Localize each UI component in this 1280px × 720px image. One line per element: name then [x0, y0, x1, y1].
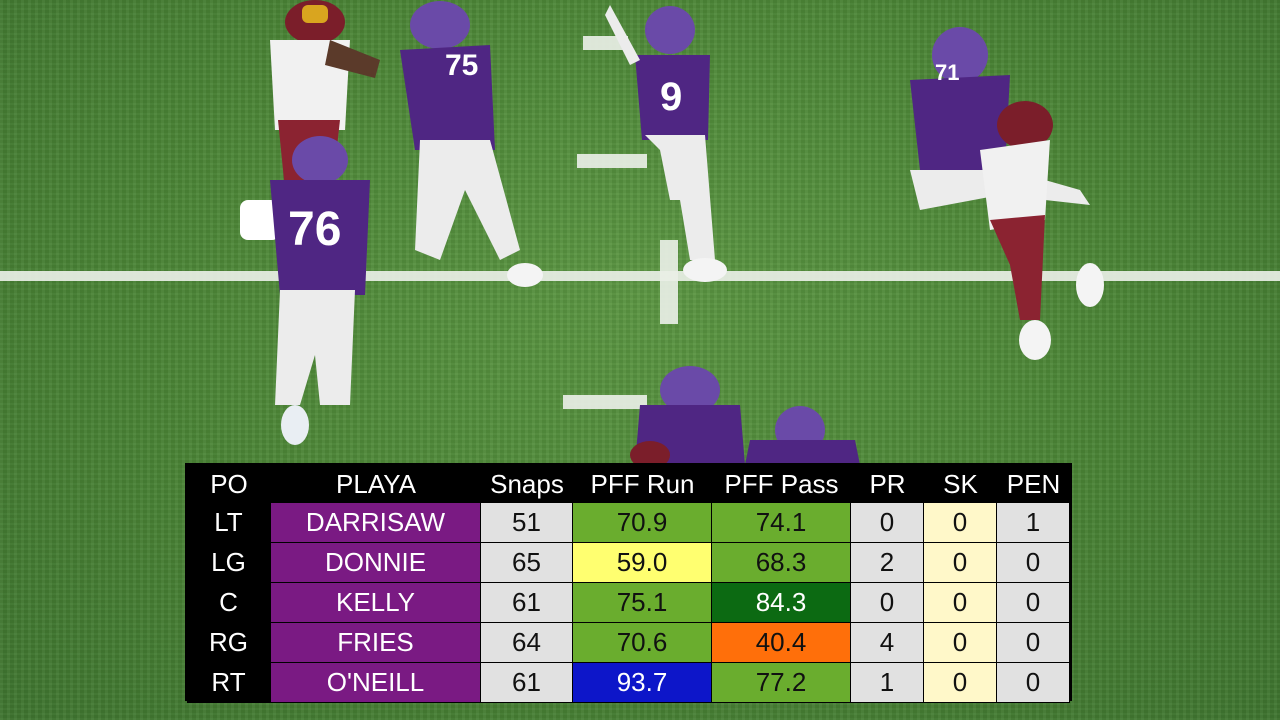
table-row: LT DARRISAW 51 70.9 74.1 0 0 1 — [187, 503, 1070, 543]
cell-position: LG — [187, 543, 271, 583]
jersey-number-9: 9 — [660, 75, 682, 119]
hash-mark — [660, 240, 678, 324]
cell-pressures: 4 — [851, 623, 924, 663]
table-row: C KELLY 61 75.1 84.3 0 0 0 — [187, 583, 1070, 623]
cell-player-name: O'NEILL — [271, 663, 481, 703]
cell-pff-pass: 84.3 — [712, 583, 851, 623]
vikings-player-75: 75 — [400, 1, 543, 287]
cell-position: LT — [187, 503, 271, 543]
header-sk: SK — [924, 465, 997, 503]
hash-mark — [577, 154, 647, 168]
cell-pff-run: 59.0 — [573, 543, 712, 583]
oline-stats-table: PO PLAYA Snaps PFF Run PFF Pass PR SK PE… — [185, 463, 1072, 703]
cell-pff-pass: 77.2 — [712, 663, 851, 703]
cell-penalties: 0 — [997, 543, 1070, 583]
cell-pressures: 0 — [851, 583, 924, 623]
cell-snaps: 65 — [481, 543, 573, 583]
cell-position: RG — [187, 623, 271, 663]
cell-penalties: 0 — [997, 623, 1070, 663]
yard-line — [0, 271, 1280, 281]
table-row: RT O'NEILL 61 93.7 77.2 1 0 0 — [187, 663, 1070, 703]
header-snaps: Snaps — [481, 465, 573, 503]
header-playa: PLAYA — [271, 465, 481, 503]
cell-player-name: FRIES — [271, 623, 481, 663]
cell-pff-run: 93.7 — [573, 663, 712, 703]
cell-position: RT — [187, 663, 271, 703]
cell-player-name: KELLY — [271, 583, 481, 623]
cell-sacks: 0 — [924, 663, 997, 703]
cell-sacks: 0 — [924, 623, 997, 663]
cell-pff-pass: 74.1 — [712, 503, 851, 543]
cell-penalties: 1 — [997, 503, 1070, 543]
jersey-number-75: 75 — [445, 49, 478, 82]
vikings-player-9: 9 — [605, 5, 727, 282]
table-row: LG DONNIE 65 59.0 68.3 2 0 0 — [187, 543, 1070, 583]
cell-pff-run: 70.9 — [573, 503, 712, 543]
hash-mark — [563, 395, 647, 409]
header-pen: PEN — [997, 465, 1070, 503]
table-row: RG FRIES 64 70.6 40.4 4 0 0 — [187, 623, 1070, 663]
cell-penalties: 0 — [997, 583, 1070, 623]
header-pr: PR — [851, 465, 924, 503]
cell-player-name: DARRISAW — [271, 503, 481, 543]
cell-pff-run: 75.1 — [573, 583, 712, 623]
cell-pff-run: 70.6 — [573, 623, 712, 663]
cell-player-name: DONNIE — [271, 543, 481, 583]
jersey-number-76: 76 — [288, 203, 341, 256]
vikings-player-bottom — [630, 366, 860, 465]
hash-mark — [583, 36, 628, 50]
header-pff-pass: PFF Pass — [712, 465, 851, 503]
cell-pressures: 1 — [851, 663, 924, 703]
cell-pressures: 2 — [851, 543, 924, 583]
cell-pff-pass: 40.4 — [712, 623, 851, 663]
cell-snaps: 51 — [481, 503, 573, 543]
cell-penalties: 0 — [997, 663, 1070, 703]
table-header-row: PO PLAYA Snaps PFF Run PFF Pass PR SK PE… — [187, 465, 1070, 503]
cell-sacks: 0 — [924, 583, 997, 623]
cell-position: C — [187, 583, 271, 623]
cell-sacks: 0 — [924, 543, 997, 583]
cell-snaps: 64 — [481, 623, 573, 663]
cell-pressures: 0 — [851, 503, 924, 543]
header-pff-run: PFF Run — [573, 465, 712, 503]
cell-snaps: 61 — [481, 583, 573, 623]
vikings-player-76: 76 — [270, 136, 370, 445]
vikings-player-71: 71 — [910, 27, 1104, 360]
jersey-number-71: 71 — [935, 60, 959, 85]
cell-snaps: 61 — [481, 663, 573, 703]
cell-sacks: 0 — [924, 503, 997, 543]
cell-pff-pass: 68.3 — [712, 543, 851, 583]
header-po: PO — [187, 465, 271, 503]
